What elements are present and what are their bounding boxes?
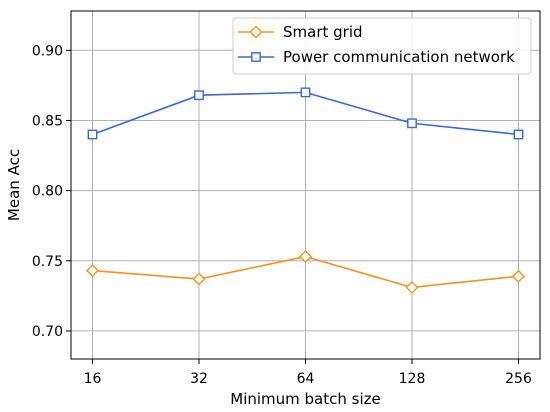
data-point <box>87 129 98 140</box>
series-smart-grid <box>86 250 525 294</box>
legend-marker <box>249 25 263 39</box>
x-tick-label: 128 <box>399 371 426 387</box>
data-point <box>86 264 99 278</box>
data-point <box>513 129 524 140</box>
x-tick-label: 16 <box>84 371 102 387</box>
legend-box <box>232 17 532 75</box>
data-point <box>405 280 419 294</box>
x-tick-label: 32 <box>190 371 208 387</box>
data-point <box>194 90 204 101</box>
legend-item: Power communication network <box>238 48 515 66</box>
series-group <box>86 87 525 294</box>
legend-item: Smart grid <box>238 23 363 41</box>
x-tick-label: 256 <box>505 371 532 387</box>
x-axis: 16 32 64 128 256 <box>84 359 532 387</box>
x-tick-label: 64 <box>297 371 315 387</box>
data-point <box>300 87 311 98</box>
y-tick-label: 0.85 <box>32 113 63 129</box>
legend-label: Power communication network <box>283 48 515 66</box>
data-point <box>512 269 525 283</box>
data-point <box>299 250 312 264</box>
y-tick-label: 0.80 <box>32 184 63 200</box>
y-axis: 0.70 0.75 0.80 0.85 0.90 <box>32 43 71 340</box>
y-tick-label: 0.70 <box>32 324 63 340</box>
legend: Smart grid Power communication network <box>232 17 532 75</box>
legend-label: Smart grid <box>283 23 363 41</box>
y-tick-label: 0.75 <box>32 254 63 270</box>
y-tick-label: 0.90 <box>32 43 63 59</box>
series-power-communication-network <box>87 87 524 140</box>
data-point <box>407 118 417 129</box>
x-axis-label: Minimum batch size <box>230 390 380 408</box>
legend-marker <box>251 52 261 62</box>
y-axis-label: Mean Acc <box>5 149 23 221</box>
data-point <box>192 272 206 286</box>
